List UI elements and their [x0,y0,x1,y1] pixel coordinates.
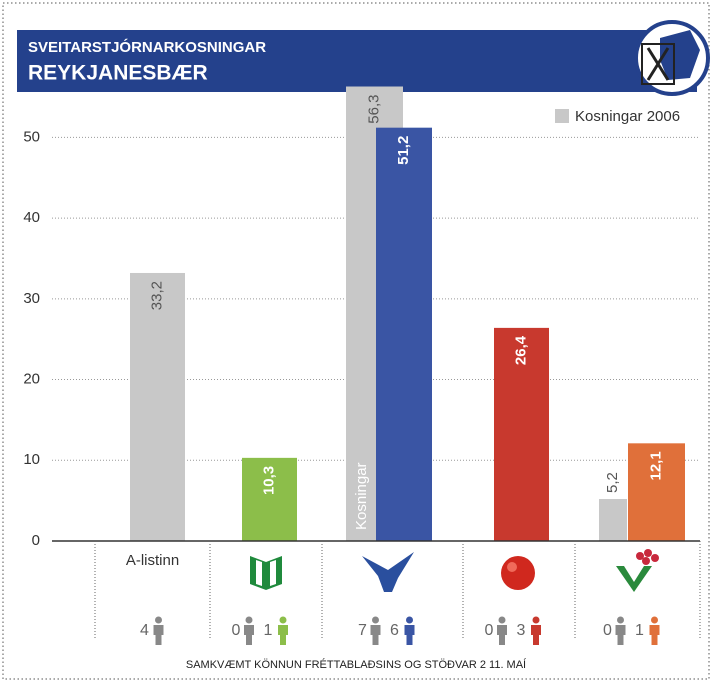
person-body [615,625,626,645]
seat-count: 1 [635,622,644,639]
header-band [17,30,697,92]
source-note: SAMKVÆMT KÖNNUN FRÉTTABLAÐSINS OG STÖÐVA… [186,658,527,671]
bar [494,327,549,541]
y-tick-label: 30 [23,290,40,307]
person-icon [153,616,164,645]
person-icon [278,616,288,645]
person-body [497,625,507,645]
value-label: 33,2 [148,281,165,310]
bar [628,443,685,541]
person-body [531,625,541,645]
logos [250,549,659,592]
seat-count: 1 [264,622,273,639]
seat-count: 0 [232,622,241,639]
map-logo [634,20,710,96]
value-label: 26,4 [512,335,529,365]
person-head [245,616,253,624]
title: SVEITARSTJÓRNARKOSNINGAR [28,38,266,56]
legend-label: Kosningar 2006 [575,108,680,125]
bar [242,457,297,541]
bar [130,272,185,541]
seat-count: 7 [358,622,367,639]
person-icon [244,616,254,645]
y-tick-label: 40 [23,209,40,226]
logo-framsokn [250,556,282,590]
seat-count: 0 [485,622,494,639]
y-tick-label: 10 [23,451,40,468]
person-head [406,616,413,624]
person-body [153,625,164,645]
person-body [278,625,288,645]
y-tick-label: 20 [23,371,40,388]
person-icon [497,616,507,645]
value-label: 10,3 [260,466,277,495]
x-tick-label: A-listinn [126,552,179,569]
bar [599,499,627,541]
logo-ball [501,556,535,590]
seat-count: 0 [603,622,612,639]
seat-count: 3 [517,622,526,639]
person-head [617,616,624,624]
person-head [532,616,540,624]
person-icon [370,616,381,645]
logo-ball-shine [507,562,517,572]
person-head [651,616,658,624]
logo-eagle [362,552,414,592]
person-body [370,625,381,645]
person-icon [649,616,660,645]
y-tick-label: 0 [32,532,40,549]
person-head [279,616,287,624]
person-body [649,625,660,645]
legend-swatch [555,109,569,123]
person-head [498,616,506,624]
y-tick-label: 50 [23,128,40,145]
person-body [244,625,254,645]
value-label: 12,1 [647,451,664,480]
logo-vg [616,549,659,592]
person-icon [531,616,541,645]
person-body [404,625,415,645]
seat-count: 6 [390,622,399,639]
value-label: 5,2 [604,472,621,493]
value-label: 51,2 [395,136,412,165]
value-label: 56,3 [365,95,382,124]
person-icon [615,616,626,645]
person-head [155,616,162,624]
person-icon [404,616,415,645]
person-head [372,616,379,624]
annotation: Kosningar [353,462,370,530]
subtitle: REYKJANESBÆR [28,62,208,85]
seat-count: 4 [140,622,149,639]
bar [376,127,432,541]
